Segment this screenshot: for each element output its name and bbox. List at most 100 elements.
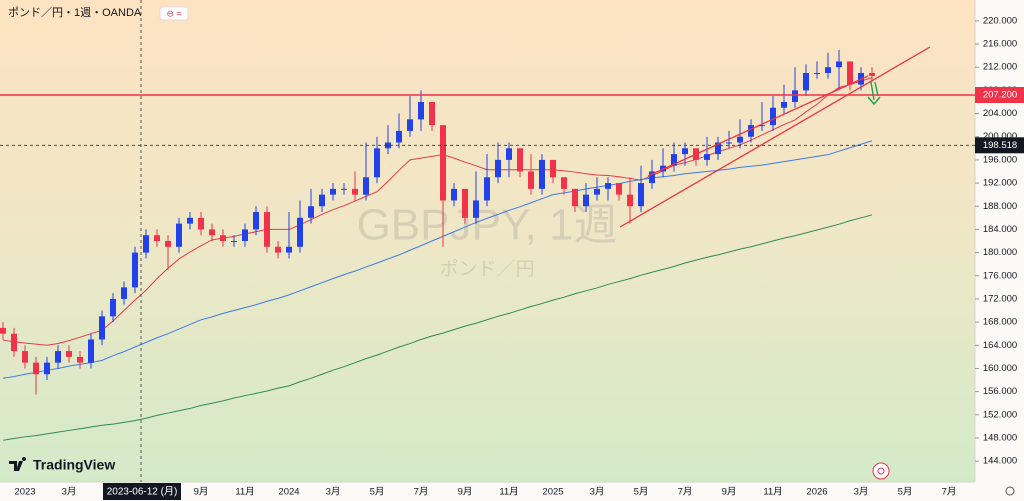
- candle-body: [341, 188, 347, 190]
- candle-body: [11, 333, 17, 352]
- candle-body: [638, 183, 644, 207]
- crosshair-price-box: [975, 137, 1024, 154]
- x-tick-label: 2023: [14, 487, 35, 498]
- x-tick-label: 11月: [763, 487, 782, 498]
- candle-body: [473, 200, 479, 218]
- candle-body: [451, 188, 457, 201]
- candle-body: [275, 246, 281, 253]
- candle-body: [583, 194, 589, 207]
- candle-body: [759, 125, 765, 127]
- x-tick-label: 7月: [414, 487, 429, 498]
- candle-body: [440, 125, 446, 201]
- arrow: [867, 81, 881, 106]
- candle-body: [242, 229, 248, 241]
- candle-body: [605, 183, 611, 189]
- candle-body: [308, 206, 314, 218]
- candle-body: [836, 61, 842, 68]
- candle-body: [385, 142, 391, 149]
- candle-body: [286, 246, 292, 253]
- x-tick-label: 9月: [722, 487, 737, 498]
- candle-body: [55, 351, 61, 363]
- y-tick-label: 212.000: [983, 62, 1017, 73]
- candle-body: [869, 72, 875, 76]
- y-tick-label: 164.000: [983, 340, 1017, 351]
- y-tick-label: 160.000: [983, 363, 1017, 374]
- candle-body: [363, 177, 369, 195]
- candle-body: [847, 61, 853, 85]
- candle-body: [550, 159, 556, 178]
- candle-body: [418, 101, 424, 120]
- candle-body: [110, 298, 116, 317]
- candle-body: [517, 148, 523, 172]
- candle-body: [682, 148, 688, 155]
- y-tick-label: 196.000: [983, 154, 1017, 165]
- time-axis: [0, 482, 975, 501]
- y-tick-label: 172.000: [983, 293, 1017, 304]
- header-icon[interactable]: [159, 6, 189, 21]
- x-tick-label: 11月: [235, 487, 254, 498]
- x-tick-label: 2026: [806, 487, 827, 498]
- candle-body: [88, 339, 94, 363]
- candle-body: [198, 217, 204, 230]
- y-tick-label: 152.000: [983, 409, 1017, 420]
- candle-body: [132, 252, 138, 288]
- candle-body: [319, 194, 325, 207]
- candle-body: [154, 235, 160, 241]
- candle-body: [121, 287, 127, 299]
- logo-text: TradingView: [33, 457, 115, 473]
- candle-body: [627, 194, 633, 207]
- settings-icon[interactable]: [1005, 486, 1015, 496]
- candle-body: [429, 101, 435, 126]
- trend-line: [647, 75, 869, 177]
- x-tick-label: 11月: [499, 487, 518, 498]
- watermark-symbol: GBPJPY, 1週: [357, 201, 618, 250]
- x-tick-label: 3月: [62, 487, 77, 498]
- candle-body: [814, 72, 820, 74]
- candle-body: [539, 159, 545, 189]
- moving-average: [2, 140, 873, 379]
- candle-body: [143, 235, 149, 253]
- trend-line: [619, 46, 931, 228]
- crosshair-date: 2023-06-12 (月): [107, 486, 178, 498]
- candle-body: [528, 171, 534, 189]
- plot-layer: [0, 49, 975, 441]
- x-tick-label: 7月: [678, 487, 693, 498]
- logo: TradingView: [9, 457, 115, 473]
- y-tick-label: 188.000: [983, 201, 1017, 212]
- candle-body: [803, 72, 809, 91]
- candle-body: [253, 212, 259, 230]
- price-axis: [975, 0, 1024, 501]
- candle-body: [330, 188, 336, 195]
- y-tick-label: 176.000: [983, 270, 1017, 281]
- candle-body: [44, 362, 50, 375]
- moving-average: [2, 77, 873, 346]
- x-tick-label: 5月: [898, 487, 913, 498]
- replay-button[interactable]: [872, 462, 890, 480]
- candle-body: [671, 154, 677, 166]
- candle-body: [572, 188, 578, 207]
- candle-body: [484, 177, 490, 201]
- candle-body: [396, 130, 402, 143]
- x-tick-label: 9月: [458, 487, 473, 498]
- y-tick-label: 204.000: [983, 108, 1017, 119]
- y-tick-label: 184.000: [983, 224, 1017, 235]
- x-tick-label: 3月: [854, 487, 869, 498]
- x-tick-label: 3月: [326, 487, 341, 498]
- candle-body: [462, 188, 468, 218]
- candle-body: [231, 241, 237, 242]
- candle-body: [374, 148, 380, 178]
- y-tick-label: 216.000: [983, 39, 1017, 50]
- candle-body: [616, 183, 622, 195]
- candle-body: [649, 171, 655, 184]
- y-tick-label: 168.000: [983, 317, 1017, 328]
- x-tick-label: 3月: [590, 487, 605, 498]
- y-tick-label: 192.000: [983, 178, 1017, 189]
- candle-body: [726, 142, 732, 144]
- candle-body: [77, 356, 83, 363]
- candle-body: [506, 148, 512, 160]
- candle-body: [209, 229, 215, 236]
- plot-background: [0, 0, 975, 482]
- candle-body: [165, 241, 171, 247]
- candle-body: [187, 217, 193, 224]
